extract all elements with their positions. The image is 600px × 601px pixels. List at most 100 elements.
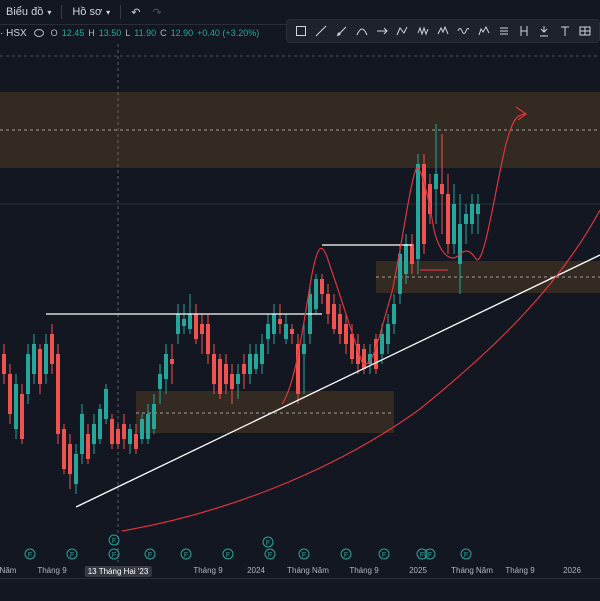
candles-group [2, 124, 480, 494]
event-marker-icon[interactable] [424, 548, 436, 560]
divider [61, 5, 63, 19]
candle-body [86, 434, 90, 459]
eye-icon[interactable] [33, 29, 44, 37]
candle-body [302, 344, 306, 354]
event-marker-label: F [420, 552, 424, 559]
trendline[interactable] [75, 254, 600, 508]
candle-body [74, 454, 78, 484]
brush-icon[interactable] [333, 22, 351, 40]
candle-body [152, 404, 156, 429]
candle-body [170, 359, 174, 364]
event-marker-icon[interactable] [222, 548, 234, 560]
candle-body [122, 424, 126, 439]
event-marker-icon[interactable] [416, 548, 428, 560]
time-axis-label: Tháng 9 [505, 566, 535, 575]
change-value: +0.40 (+3.20%) [197, 28, 260, 38]
time-axis-label: Tháng Năm [287, 566, 329, 575]
time-axis-label: 13 Tháng Hai '23 [84, 566, 152, 577]
candle-body [260, 344, 264, 364]
candle-body [212, 354, 216, 384]
support-zone-right[interactable] [376, 261, 600, 293]
event-marker-icon[interactable] [460, 548, 472, 560]
brush-stroke[interactable] [281, 113, 527, 405]
measure-icon[interactable] [515, 22, 533, 40]
event-marker-label: F [382, 552, 386, 559]
candle-body [92, 424, 96, 444]
elliott-icon[interactable] [475, 22, 493, 40]
candle-body [116, 429, 120, 444]
candle-body [236, 374, 240, 384]
candle-body [356, 344, 360, 364]
profile-dropdown[interactable]: Hồ sơ ▾ [66, 0, 116, 24]
profile-label: Hồ sơ [72, 6, 103, 18]
time-axis-label: Tháng 9 [37, 566, 67, 575]
marker-icon[interactable] [535, 22, 553, 40]
candle-body [146, 414, 150, 439]
support-zone-left[interactable] [136, 391, 394, 433]
time-axis-label: 2024 [247, 566, 265, 575]
open-label: O [50, 28, 58, 38]
wave-icon[interactable] [454, 22, 472, 40]
candle-body [158, 374, 162, 389]
candle-body [224, 364, 228, 384]
time-axis-label: 2026 [563, 566, 581, 575]
close-label: C [160, 28, 167, 38]
zigzag-icon[interactable] [414, 22, 432, 40]
long-position-icon[interactable] [495, 22, 513, 40]
candle-body [44, 344, 48, 374]
table-icon[interactable] [576, 22, 594, 40]
ma-curve[interactable] [121, 209, 600, 532]
event-marker-icon[interactable] [144, 548, 156, 560]
event-marker-label: F [344, 552, 348, 559]
event-marker-icon[interactable] [378, 548, 390, 560]
rectangle-icon[interactable] [292, 22, 310, 40]
event-marker-label: F [184, 552, 188, 559]
time-axis-label: Năm [0, 566, 17, 575]
time-axis-label: Tháng Năm [451, 566, 493, 575]
candle-body [362, 349, 366, 369]
candle-body [14, 384, 18, 429]
event-marker-icon[interactable] [264, 548, 276, 560]
time-axis[interactable]: Năm Tháng 9 13 Tháng Hai '23 Tháng 9 2024 Thá… [0, 562, 600, 578]
price-chart[interactable]: F FFF F F FFF F F F F F F [0, 44, 600, 562]
text-icon[interactable] [556, 22, 574, 40]
candle-body [452, 204, 456, 244]
candle-body [332, 304, 336, 329]
chart-layout-dropdown[interactable]: Biểu đồ ▾ [0, 0, 57, 24]
pattern-icon[interactable] [434, 22, 452, 40]
redo-icon: ↷ [152, 6, 162, 19]
trendline-icon[interactable] [312, 22, 330, 40]
event-marker-icon[interactable] [108, 534, 120, 546]
event-marker-icon[interactable] [108, 548, 120, 560]
redo-button[interactable]: ↷ [146, 0, 167, 24]
event-marker-label: F [70, 552, 74, 559]
event-marker-icon[interactable] [262, 536, 274, 548]
candle-body [326, 294, 330, 314]
event-marker-icon[interactable] [66, 548, 78, 560]
candle-body [392, 304, 396, 324]
ohlc-legend: · HSX O 12.45 H 13.50 L 11.90 C 12.90 +0.40 … [0, 26, 259, 40]
low-label: L [125, 28, 131, 38]
event-marker-icon[interactable] [24, 548, 36, 560]
path-icon[interactable] [393, 22, 411, 40]
candle-body [104, 389, 108, 419]
candle-body [380, 334, 384, 354]
event-marker-label: F [112, 552, 116, 559]
undo-icon: ↶ [131, 6, 141, 19]
candle-body [230, 374, 234, 389]
event-marker-icon[interactable] [340, 548, 352, 560]
candle-body [140, 419, 144, 439]
candle-body [194, 314, 198, 339]
candle-body [434, 174, 438, 189]
candle-body [38, 349, 42, 384]
event-marker-icon[interactable] [180, 548, 192, 560]
curve-icon[interactable] [353, 22, 371, 40]
arrow-head [515, 106, 528, 121]
high-label: H [88, 28, 95, 38]
event-marker-icon[interactable] [298, 548, 310, 560]
candle-body [200, 324, 204, 334]
ray-icon[interactable] [373, 22, 391, 40]
candle-body [218, 359, 222, 394]
undo-button[interactable]: ↶ [125, 0, 146, 24]
candle-body [428, 184, 432, 214]
